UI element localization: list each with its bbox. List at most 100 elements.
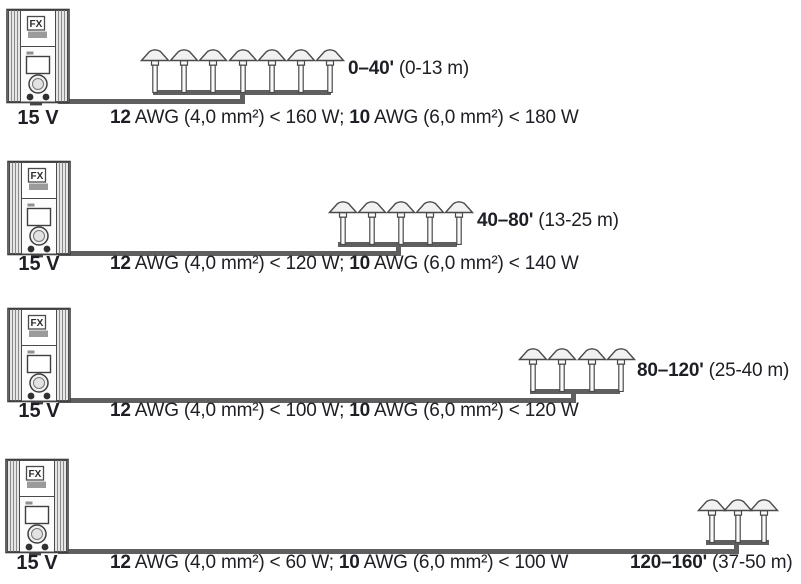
path-light-icon — [576, 348, 607, 393]
light-cap — [356, 201, 388, 214]
path-light — [139, 47, 171, 94]
path-light-icon — [256, 49, 287, 94]
path-light-icon — [356, 201, 388, 246]
light-neck — [587, 359, 596, 365]
voltage-label: 15 V — [18, 253, 60, 275]
transformer-icon: FX — [7, 160, 71, 258]
distance-feet: 40–80' — [477, 210, 534, 231]
light-cap — [605, 348, 636, 361]
light-neck — [367, 212, 377, 218]
light-neck — [326, 60, 335, 66]
light-neck — [267, 60, 276, 66]
gauge-text: AWG (4,0 mm²) < 60 W; — [130, 552, 339, 573]
wire-gauge-spec: 12 AWG (4,0 mm²) < 60 W; 10 AWG (6,0 mm²… — [110, 552, 568, 574]
path-light — [285, 47, 317, 94]
gauge-number: 12 — [110, 107, 131, 128]
light-stem — [709, 514, 715, 544]
path-light — [356, 199, 388, 246]
louver-panels — [8, 10, 68, 102]
light-neck — [338, 212, 348, 218]
light-cap — [696, 499, 728, 512]
path-light-icon — [327, 201, 359, 246]
path-light — [547, 346, 578, 393]
path-light-icon — [139, 49, 171, 94]
light-neck — [396, 212, 406, 218]
supply-wire-horizontal — [58, 99, 245, 104]
small-label — [27, 203, 35, 207]
path-light — [414, 199, 446, 246]
light-bar — [530, 389, 620, 394]
terminal-dot-right — [43, 245, 51, 253]
wire-gauge-spec: 12 AWG (4,0 mm²) < 120 W; 10 AWG (6,0 mm… — [110, 253, 579, 275]
gauge-text: AWG (6,0 mm²) < 140 W — [369, 253, 579, 274]
path-light-icon — [696, 499, 728, 544]
path-light — [169, 47, 200, 94]
light-stem — [152, 64, 158, 94]
light-stem — [456, 216, 462, 246]
gauge-number: 10 — [338, 552, 360, 573]
louver-panels — [9, 309, 69, 401]
voltage-label: 15 V — [17, 107, 59, 129]
voltage-label: 15 V — [16, 552, 58, 574]
path-light-icon — [722, 499, 754, 544]
distance-range-label: 80–120' (25-40 m) — [637, 360, 789, 382]
supply-wire-step — [240, 90, 245, 104]
path-light-icon — [385, 201, 417, 246]
path-light — [722, 497, 754, 544]
distance-range-label: 120–160' (37-50 m) — [630, 552, 793, 574]
display-screen — [25, 55, 51, 75]
light-stem — [530, 363, 536, 393]
path-light-icon — [517, 348, 549, 393]
light-cap — [414, 201, 446, 214]
terminal-dot-left — [26, 93, 34, 101]
supply-wire-horizontal — [58, 398, 576, 403]
distance-meters: (13-25 m) — [533, 210, 619, 231]
light-cap — [517, 348, 549, 361]
fx-logo-box — [26, 15, 46, 31]
light-neck — [150, 60, 160, 66]
gauge-text: AWG (6,0 mm²) < 180 W — [369, 107, 579, 128]
light-stem — [398, 216, 404, 246]
small-label — [27, 350, 35, 354]
distance-meters: (25-40 m) — [703, 360, 790, 381]
path-light-icon — [169, 49, 200, 94]
light-neck — [425, 212, 435, 218]
light-stem — [618, 363, 624, 393]
fx-brand-text: FX — [30, 19, 43, 30]
light-neck — [707, 510, 717, 516]
dial-knob-center — [33, 230, 45, 242]
light-stem — [327, 64, 333, 94]
gauge-text: AWG (4,0 mm²) < 120 W; — [130, 253, 350, 274]
light-cap — [198, 49, 229, 62]
light-cap — [256, 49, 287, 62]
light-neck — [238, 60, 247, 66]
brand-band — [29, 183, 48, 190]
light-stem — [181, 64, 187, 94]
path-light — [576, 346, 607, 393]
terminal-dot-right — [43, 392, 51, 400]
display-screen — [24, 505, 50, 525]
light-cap — [315, 49, 346, 62]
transformer-icon: FX — [5, 458, 69, 556]
small-label — [26, 51, 34, 55]
supply-wire-step — [571, 389, 576, 403]
gauge-number: 10 — [349, 400, 370, 421]
gauge-number: 12 — [110, 253, 131, 274]
path-light-icon — [443, 201, 475, 246]
path-light — [227, 47, 258, 94]
path-light-icon — [605, 348, 636, 393]
light-cap — [285, 49, 317, 62]
path-light — [443, 199, 475, 246]
light-cap — [576, 348, 607, 361]
distance-meters: (37-50 m) — [706, 552, 793, 573]
transformer-icon: FX — [6, 8, 70, 106]
distance-feet: 120–160' — [630, 552, 707, 573]
light-neck — [528, 359, 538, 365]
path-light-icon — [547, 348, 578, 393]
brand-band — [29, 330, 48, 337]
gauge-number: 12 — [110, 400, 131, 421]
terminal-dot-left — [25, 543, 33, 551]
terminal-dot-left — [27, 392, 35, 400]
light-neck — [296, 60, 306, 66]
light-stem — [761, 514, 767, 544]
